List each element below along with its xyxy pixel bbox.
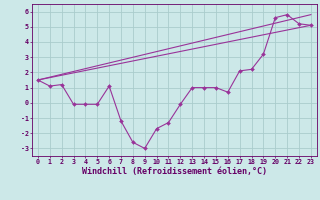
X-axis label: Windchill (Refroidissement éolien,°C): Windchill (Refroidissement éolien,°C) bbox=[82, 167, 267, 176]
